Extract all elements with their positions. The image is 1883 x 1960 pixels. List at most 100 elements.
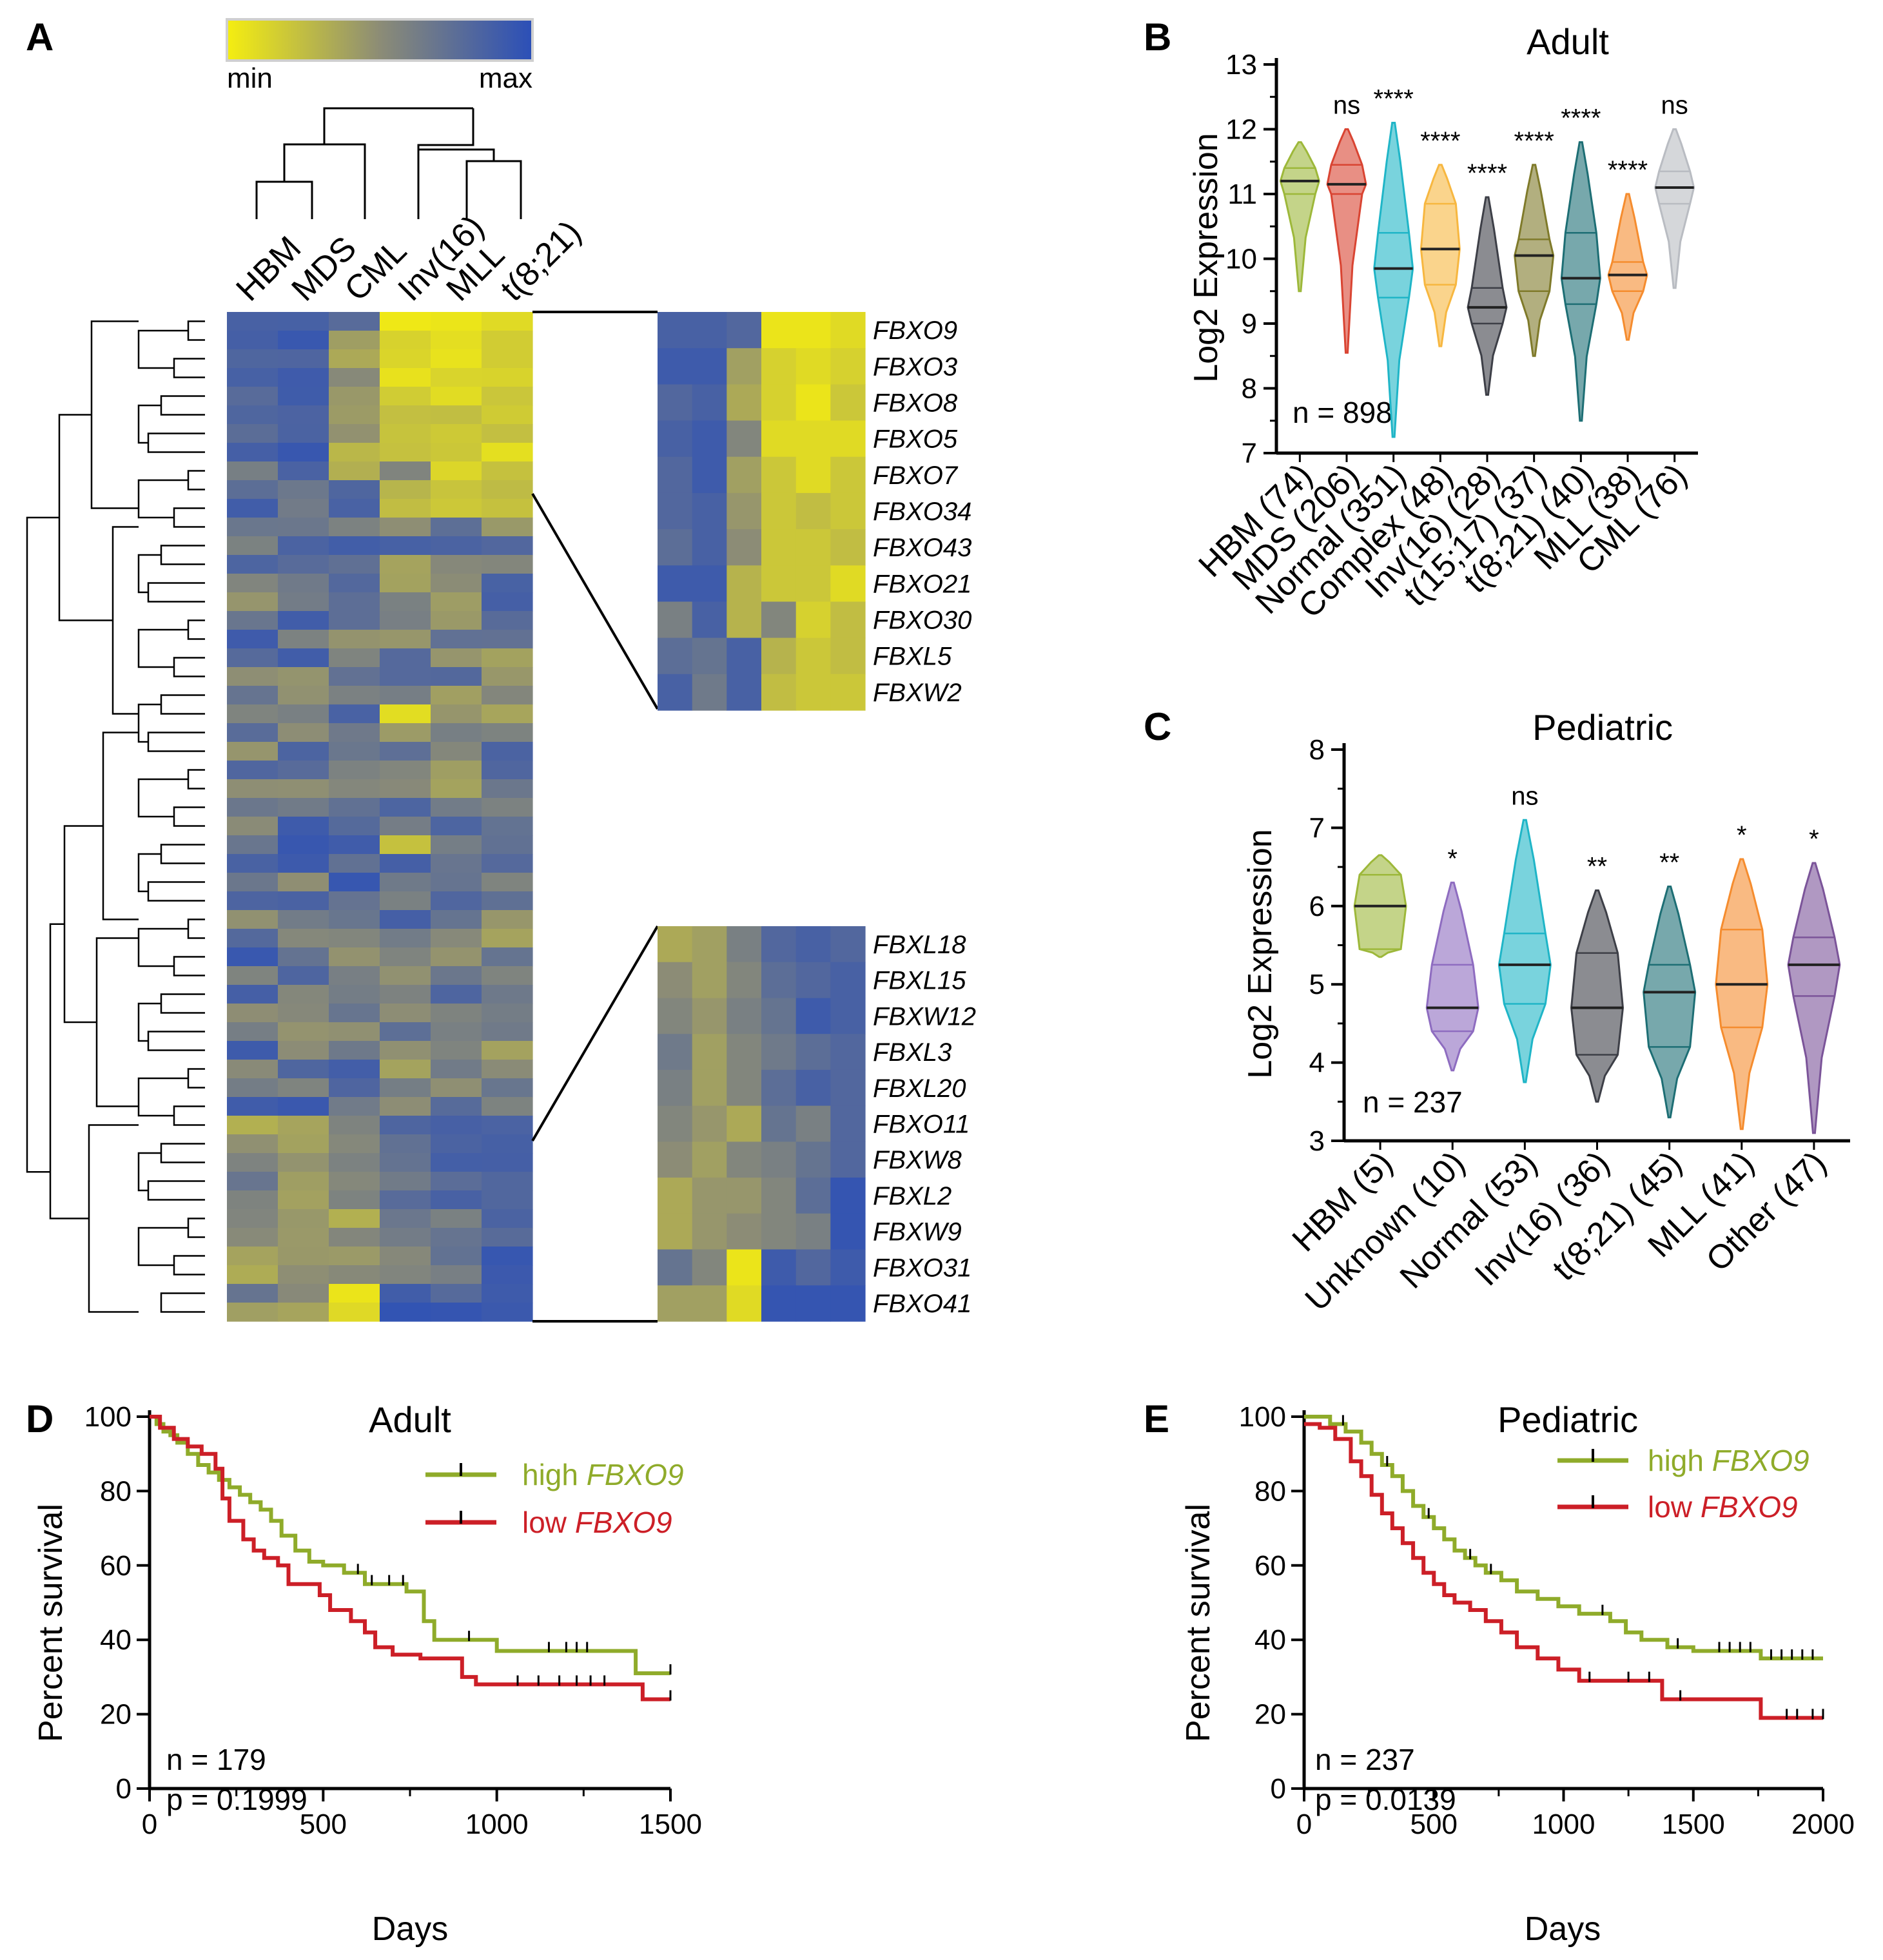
zoom-heatmap-cell	[761, 1105, 797, 1142]
zoom-heatmap-cell	[727, 529, 762, 566]
zoom-heatmap-top	[658, 312, 866, 711]
heatmap-cell	[227, 611, 278, 630]
dendrogram-branch	[137, 628, 188, 668]
heatmap-cell	[431, 779, 482, 799]
heatmap-cell	[329, 387, 380, 406]
heatmap-cell	[482, 779, 533, 799]
zoom-heatmap-cell	[692, 637, 727, 675]
heatmap-cell	[329, 630, 380, 649]
gene-labels-top: FBXO9 FBXO3 FBXO8 FBXO5 FBXO7 FBXO34 FBXO43 FBX…	[873, 316, 971, 707]
heatmap-cell	[380, 742, 431, 761]
heatmap-cell	[329, 424, 380, 443]
dendrogram-branch	[160, 844, 205, 864]
heatmap-cell	[380, 1172, 431, 1191]
heatmap-cell	[227, 1228, 278, 1247]
y-tick-label: 3	[1309, 1125, 1325, 1157]
heatmap-cell	[329, 499, 380, 518]
zoom-heatmap-cell	[727, 601, 762, 639]
heatmap-cell	[380, 387, 431, 406]
heatmap-color-scale	[226, 18, 534, 62]
heatmap-cell	[329, 798, 380, 817]
heatmap-cell	[278, 611, 329, 630]
heatmap-cell	[380, 761, 431, 780]
heatmap-cell	[482, 405, 533, 425]
violin-shape	[1279, 141, 1320, 293]
heatmap-cell	[431, 704, 482, 724]
zoom-heatmap-cell	[830, 1141, 866, 1178]
heatmap-cell	[482, 1078, 533, 1098]
heatmap-cell	[278, 798, 329, 817]
heatmap-cell	[380, 779, 431, 799]
heatmap-cell	[431, 1060, 482, 1079]
heatmap-cell	[482, 929, 533, 948]
heatmap-cell	[380, 1134, 431, 1154]
heatmap-cell	[227, 480, 278, 500]
zoom-heatmap-cell	[727, 1249, 762, 1286]
violin-shape	[1425, 881, 1479, 1072]
zoom-heatmap-cell	[727, 1141, 762, 1178]
heatmap-cell	[278, 1265, 329, 1285]
heatmap-cell	[380, 1284, 431, 1303]
zoom-heatmap-cell	[830, 926, 866, 963]
dendrogram-branch	[58, 414, 113, 621]
heatmap-cell	[431, 555, 482, 574]
zoom-heatmap-cell	[761, 312, 797, 349]
dendrogram-branch	[137, 1002, 161, 1042]
zoom-heatmap-cell	[727, 456, 762, 494]
panel-c-title: Pediatric	[1532, 707, 1673, 748]
heatmap-cell	[482, 1153, 533, 1172]
heatmap-cell	[278, 630, 329, 649]
heatmap-cell	[380, 723, 431, 742]
dendrogram-branch	[160, 1143, 205, 1163]
heatmap-cell	[431, 966, 482, 985]
zoom-heatmap-cell	[658, 1141, 693, 1178]
zoom-heatmap-cell	[761, 637, 797, 675]
heatmap-cell	[431, 742, 482, 761]
x-tick-label: 1500	[639, 1809, 702, 1840]
legend-low-prefix: low	[1648, 1490, 1701, 1524]
heatmap-cell	[482, 835, 533, 855]
heatmap-cell	[329, 1004, 380, 1023]
zoom-heatmap-cell	[658, 1249, 693, 1286]
heatmap-cell	[431, 985, 482, 1004]
heatmap-cell	[329, 480, 380, 500]
dendrogram-branch	[137, 778, 188, 818]
zoom-heatmap-cell	[658, 529, 693, 566]
violin-shape	[1498, 819, 1552, 1083]
heatmap-cell	[482, 1303, 533, 1322]
dendrogram-branch	[147, 881, 205, 902]
row-dendrogram	[26, 320, 205, 1313]
dendrogram-branch	[187, 470, 205, 490]
y-tick-label: 8	[1309, 734, 1325, 766]
heatmap-cell	[278, 891, 329, 911]
dendrogram-branch	[147, 732, 205, 752]
heatmap-cell	[329, 947, 380, 967]
heatmap-cell	[380, 1097, 431, 1116]
significance-label: ****	[1374, 84, 1414, 113]
zoom-heatmap-cell	[830, 1105, 866, 1142]
zoom-heatmap-cell	[795, 601, 831, 639]
heatmap-cell	[380, 405, 431, 425]
heatmap-cell	[380, 891, 431, 911]
zoom-heatmap-cell	[727, 962, 762, 998]
y-tick-label: 60	[1254, 1550, 1286, 1582]
heatmap-cell	[329, 966, 380, 985]
heatmap-cell	[278, 1097, 329, 1116]
significance-label: *	[1809, 825, 1819, 853]
heatmap-cell	[278, 835, 329, 855]
y-tick-label: 40	[1254, 1624, 1286, 1656]
heatmap-cell	[278, 947, 329, 967]
zoom-heatmap-cell	[692, 1105, 727, 1142]
zoom-heatmap-cell	[727, 1069, 762, 1107]
heatmap-cell	[431, 443, 482, 462]
heatmap-cell	[227, 723, 278, 742]
heatmap-cell	[431, 667, 482, 686]
zoom-heatmap-cell	[658, 926, 693, 963]
legend-low-gene: FBXO9	[575, 1506, 672, 1539]
zoom-heatmap-cell	[658, 1178, 693, 1214]
heatmap-cell	[329, 1116, 380, 1135]
heatmap-cell	[431, 424, 482, 443]
significance-label: **	[1587, 853, 1607, 881]
